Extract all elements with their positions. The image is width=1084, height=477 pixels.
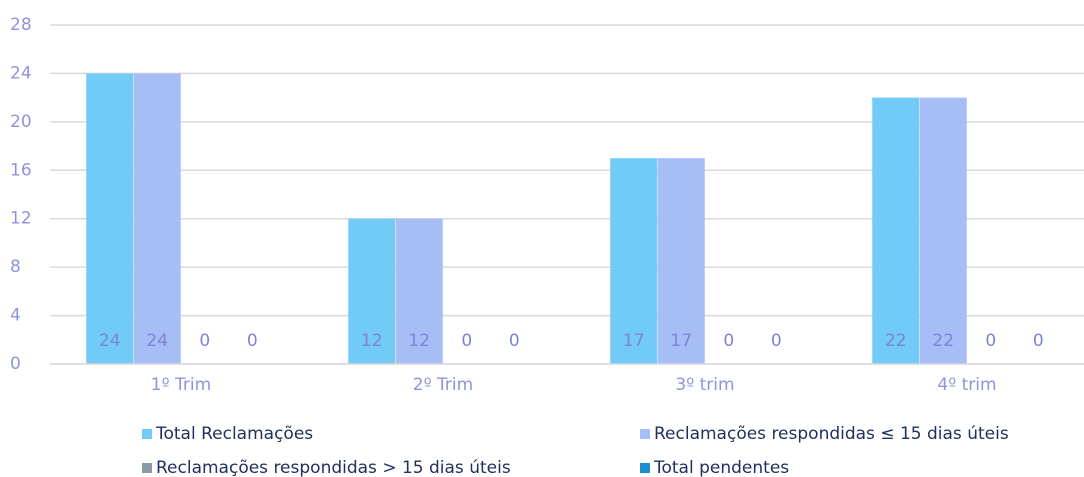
y-tick-label: 12 <box>10 209 32 229</box>
x-tick-label: 3º trim <box>675 375 734 395</box>
y-tick-label: 0 <box>10 354 21 374</box>
legend-label: Reclamações respondidas > 15 dias úteis <box>156 458 511 477</box>
value-label: 22 <box>885 331 907 351</box>
legend-swatch <box>640 463 650 473</box>
value-label: 0 <box>1033 331 1044 351</box>
bar <box>610 158 658 364</box>
value-label: 22 <box>932 331 954 351</box>
x-tick-label: 2º Trim <box>413 375 473 395</box>
bar <box>657 158 705 364</box>
value-label: 0 <box>723 331 734 351</box>
value-label: 0 <box>461 331 472 351</box>
legend-swatch <box>142 429 152 439</box>
value-label: 0 <box>199 331 210 351</box>
y-tick-label: 8 <box>10 257 21 277</box>
y-tick-label: 28 <box>10 15 32 35</box>
bar <box>395 218 443 364</box>
legend-label: Total Reclamações <box>155 424 313 444</box>
x-tick-label: 1º Trim <box>151 375 211 395</box>
y-tick-label: 4 <box>10 306 21 326</box>
legend-label: Total pendentes <box>653 458 789 477</box>
value-label: 0 <box>509 331 520 351</box>
bar <box>919 97 967 365</box>
bar <box>133 73 181 364</box>
bar <box>348 218 396 364</box>
legend-label: Reclamações respondidas ≤ 15 dias úteis <box>654 424 1009 444</box>
bar <box>86 73 134 364</box>
value-label: 17 <box>670 331 692 351</box>
legend-swatch <box>640 429 650 439</box>
value-label: 17 <box>623 331 645 351</box>
y-tick-label: 24 <box>10 63 32 83</box>
value-label: 12 <box>361 331 383 351</box>
value-label: 0 <box>247 331 258 351</box>
value-label: 24 <box>146 331 168 351</box>
value-label: 24 <box>99 331 121 351</box>
x-tick-label: 4º trim <box>937 375 996 395</box>
legend-swatch <box>142 463 152 473</box>
y-tick-label: 20 <box>10 112 32 132</box>
value-label: 0 <box>771 331 782 351</box>
value-label: 0 <box>985 331 996 351</box>
value-label: 12 <box>408 331 430 351</box>
y-tick-label: 16 <box>10 160 32 180</box>
bar <box>872 97 920 365</box>
